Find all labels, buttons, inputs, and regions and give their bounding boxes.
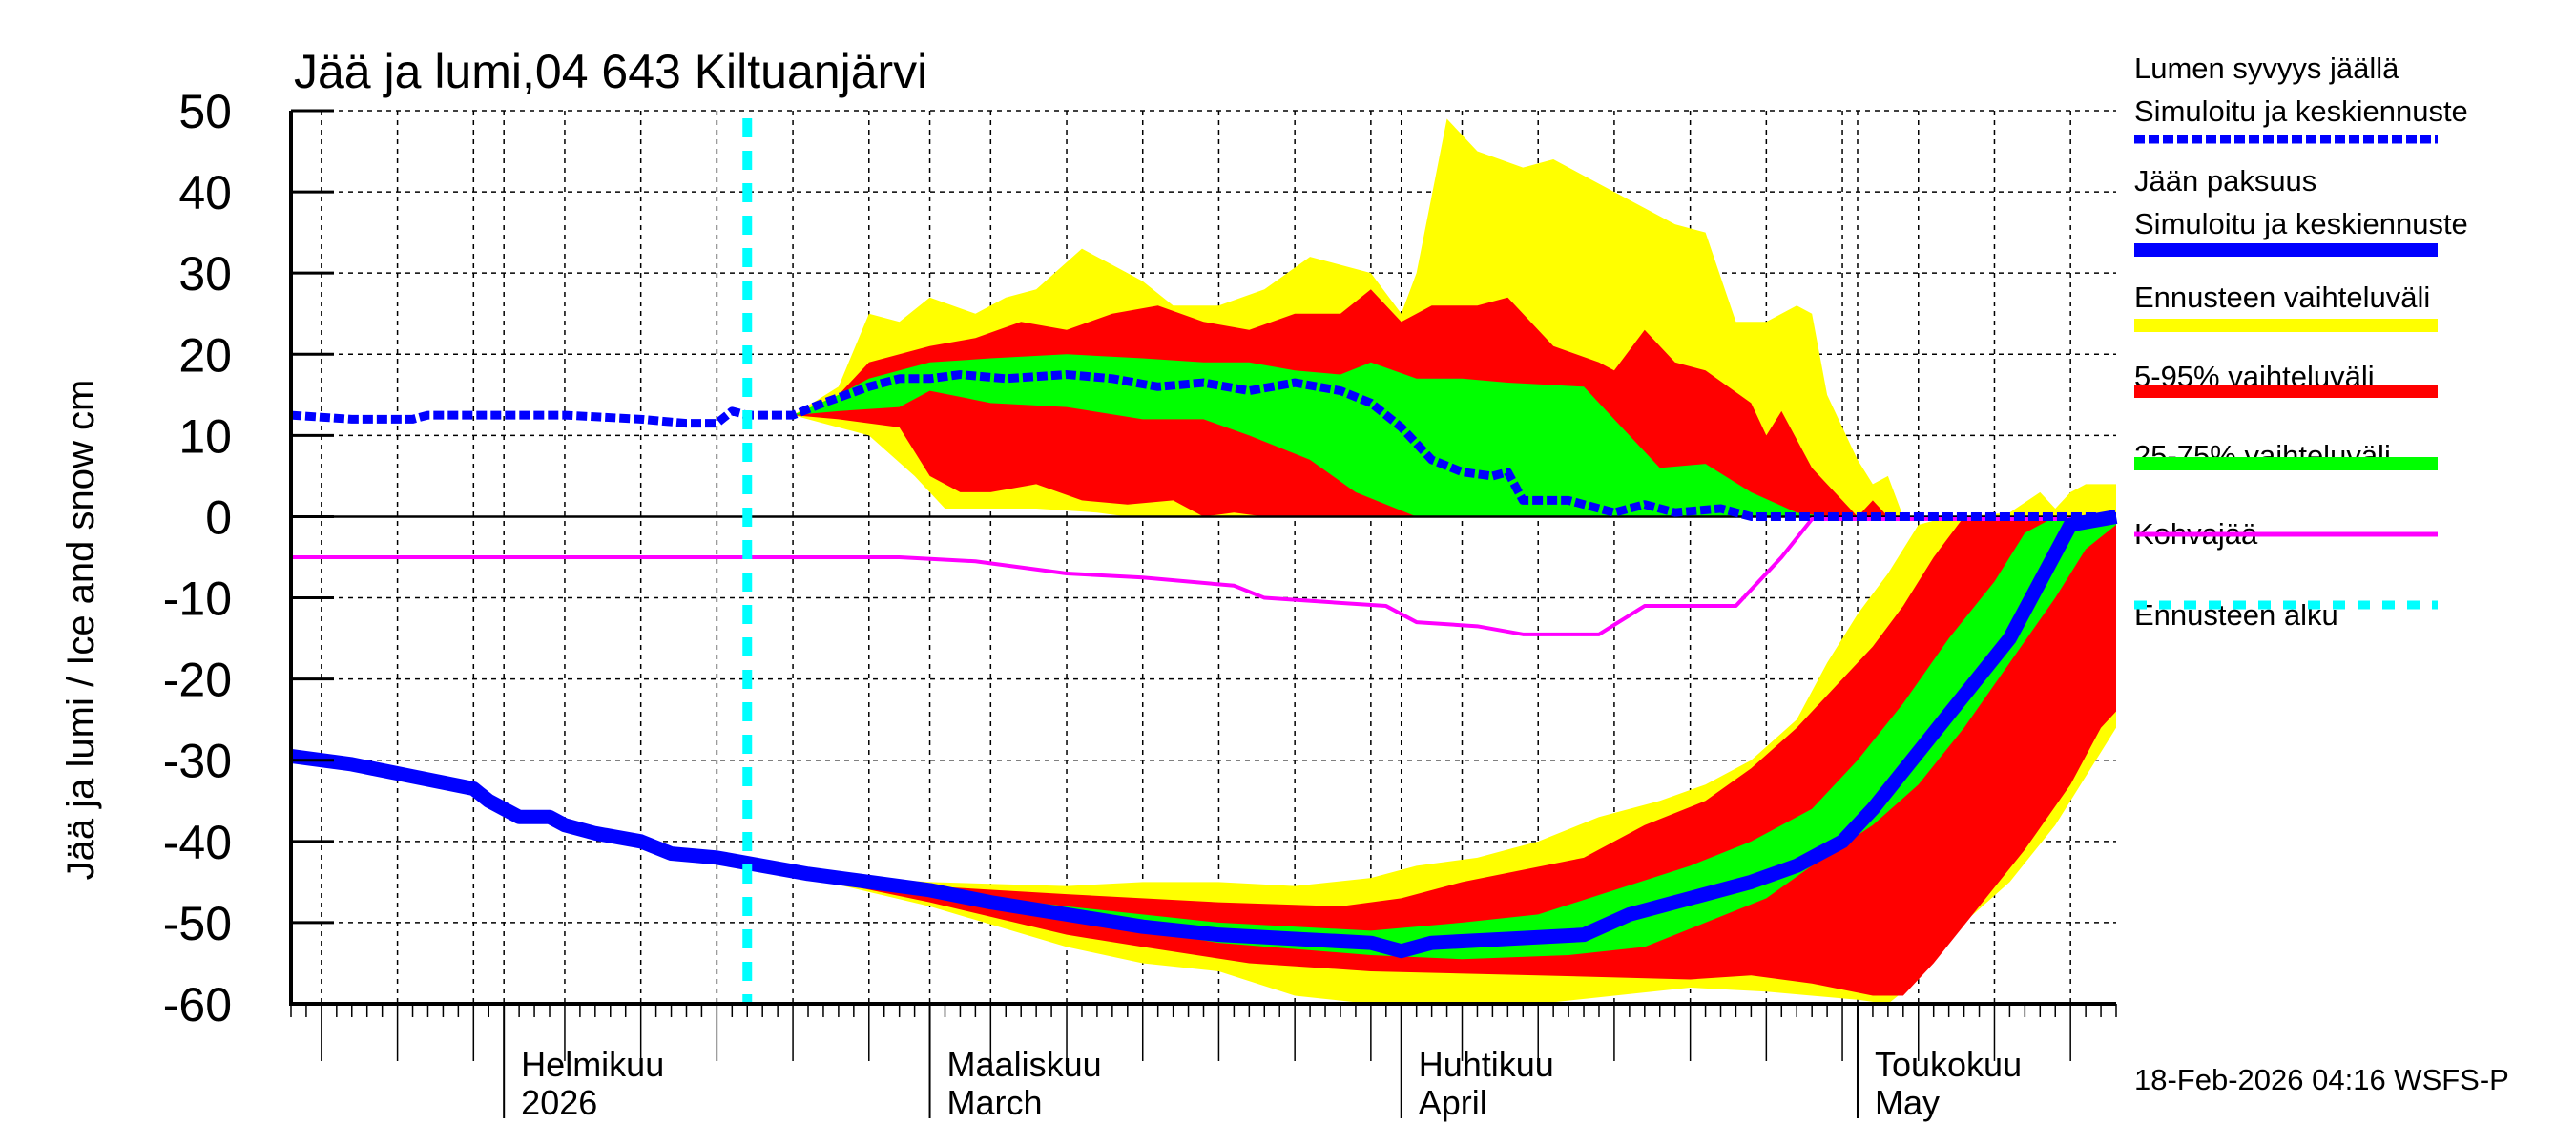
y-tick-label: 40: [178, 166, 232, 219]
snow-depth-line: [290, 370, 2116, 521]
footer-timestamp: 18-Feb-2026 04:16 WSFS-P: [2134, 1063, 2509, 1096]
legend-label: Jään paksuus: [2134, 164, 2316, 198]
month-label: Maaliskuu: [947, 1045, 1102, 1084]
y-tick-label: -20: [163, 654, 232, 707]
y-tick-label: 50: [178, 85, 232, 138]
y-tick-label: -40: [163, 816, 232, 869]
y-tick-label: 30: [178, 247, 232, 301]
y-tick-label: -60: [163, 978, 232, 1031]
month-sublabel: March: [947, 1083, 1043, 1122]
y-tick-label: 10: [178, 409, 232, 463]
month-label: Helmikuu: [521, 1045, 664, 1084]
legend-sublabel: Simuloitu ja keskiennuste: [2134, 207, 2468, 240]
snow-band-25-75: [747, 354, 1828, 517]
ice-thickness-line: [290, 510, 2118, 959]
slush-ice-line: [291, 517, 2116, 636]
ice-band-25-75: [793, 516, 2117, 960]
legend-sublabel: Simuloitu ja keskiennuste: [2134, 94, 2468, 128]
y-tick-label: -10: [163, 572, 232, 626]
chart-title: Jää ja lumi,04 643 Kiltuanjärvi: [294, 45, 927, 98]
month-label: Toukokuu: [1875, 1045, 2022, 1084]
axes: 50 40 30 20 10 0 -10 -20 -30 -40 -50 -60 Helmikuu202…: [163, 85, 2117, 1122]
y-tick-label: 0: [205, 490, 232, 544]
y-tick-label: 20: [178, 328, 232, 382]
month-sublabel: May: [1875, 1083, 1940, 1122]
legend-label: Lumen syvyys jäällä: [2134, 52, 2399, 85]
month-sublabel: April: [1419, 1083, 1487, 1122]
y-tick-label: -50: [163, 897, 232, 950]
legend-label: Ennusteen vaihteluväli: [2134, 281, 2430, 314]
month-label: Huhtikuu: [1419, 1045, 1554, 1084]
month-sublabel: 2026: [521, 1083, 597, 1122]
legend: Lumen syvyys jäällä Simuloitu ja keskienn…: [2134, 52, 2468, 632]
series-lines: [290, 118, 2118, 1004]
y-tick-label: -30: [163, 735, 232, 788]
y-axis-label: Jää ja lumi / Ice and snow cm: [60, 380, 102, 881]
